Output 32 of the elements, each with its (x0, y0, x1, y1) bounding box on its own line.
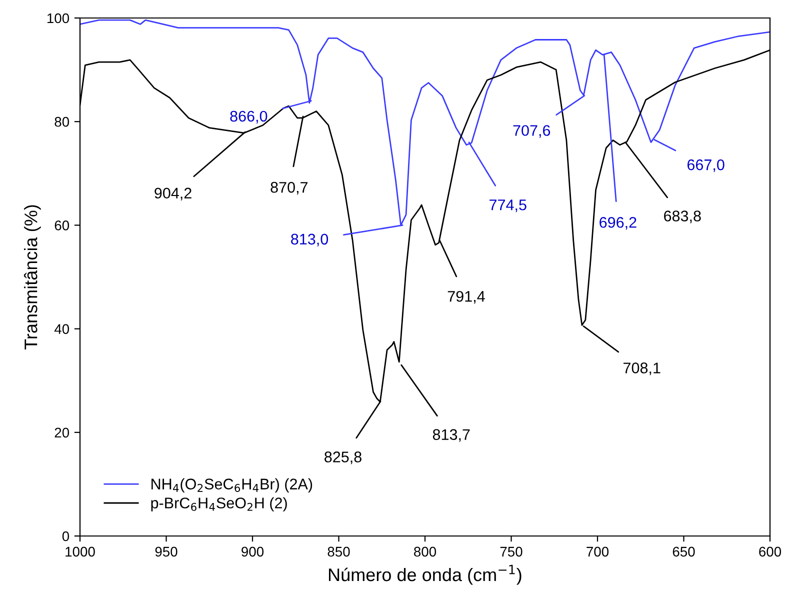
y-tick-label: 40 (54, 324, 70, 334)
annotation: 791,4 (448, 290, 485, 304)
y-tick-label: 20 (54, 428, 70, 438)
annotation: 774,5 (490, 200, 526, 212)
annotation: 813,0 (291, 234, 328, 246)
y-tick-label: 80 (54, 116, 70, 127)
x-tick-label: 850 (328, 546, 350, 557)
annotation: 707,6 (513, 125, 550, 138)
x-tick-label: 800 (414, 546, 436, 557)
text: NH$_{4}$(O$_{2}$SeC$_{6}$H$_{4}$Br) (2A) (152, 478, 312, 492)
x-tick-label: 650 (672, 546, 695, 557)
y-axis-title: Transmitância (%) (24, 205, 41, 350)
x-tick-label: 750 (500, 546, 522, 557)
annotation: 825,8 (324, 452, 362, 464)
annotation: 904,2 (154, 188, 192, 200)
x-tick-label: 950 (155, 546, 178, 557)
y-tick-label: 100 (47, 13, 70, 24)
legend-label: p-BrC$_{6}$H$_{4}$SeO$_{2}$H (2) (151, 497, 287, 512)
y-tick-label: 60 (54, 220, 70, 230)
annotation: 667,0 (687, 159, 724, 172)
annotation: 683,8 (664, 210, 701, 224)
y-tick-label: 0 (62, 531, 70, 542)
x-tick-label: 1000 (66, 546, 95, 557)
x-axis-title: Número de onda (cm$^{−1}$) (328, 564, 522, 585)
x-tick-label: 700 (586, 546, 609, 557)
annotation: 696,2 (600, 216, 636, 230)
x-tick-label: 900 (242, 546, 264, 557)
x-tick-label: 600 (759, 546, 782, 557)
annotation: 866,0 (230, 110, 268, 124)
annotation: 708,1 (624, 362, 660, 376)
annotation: 870,7 (270, 182, 308, 195)
annotation: 813,7 (432, 429, 470, 442)
